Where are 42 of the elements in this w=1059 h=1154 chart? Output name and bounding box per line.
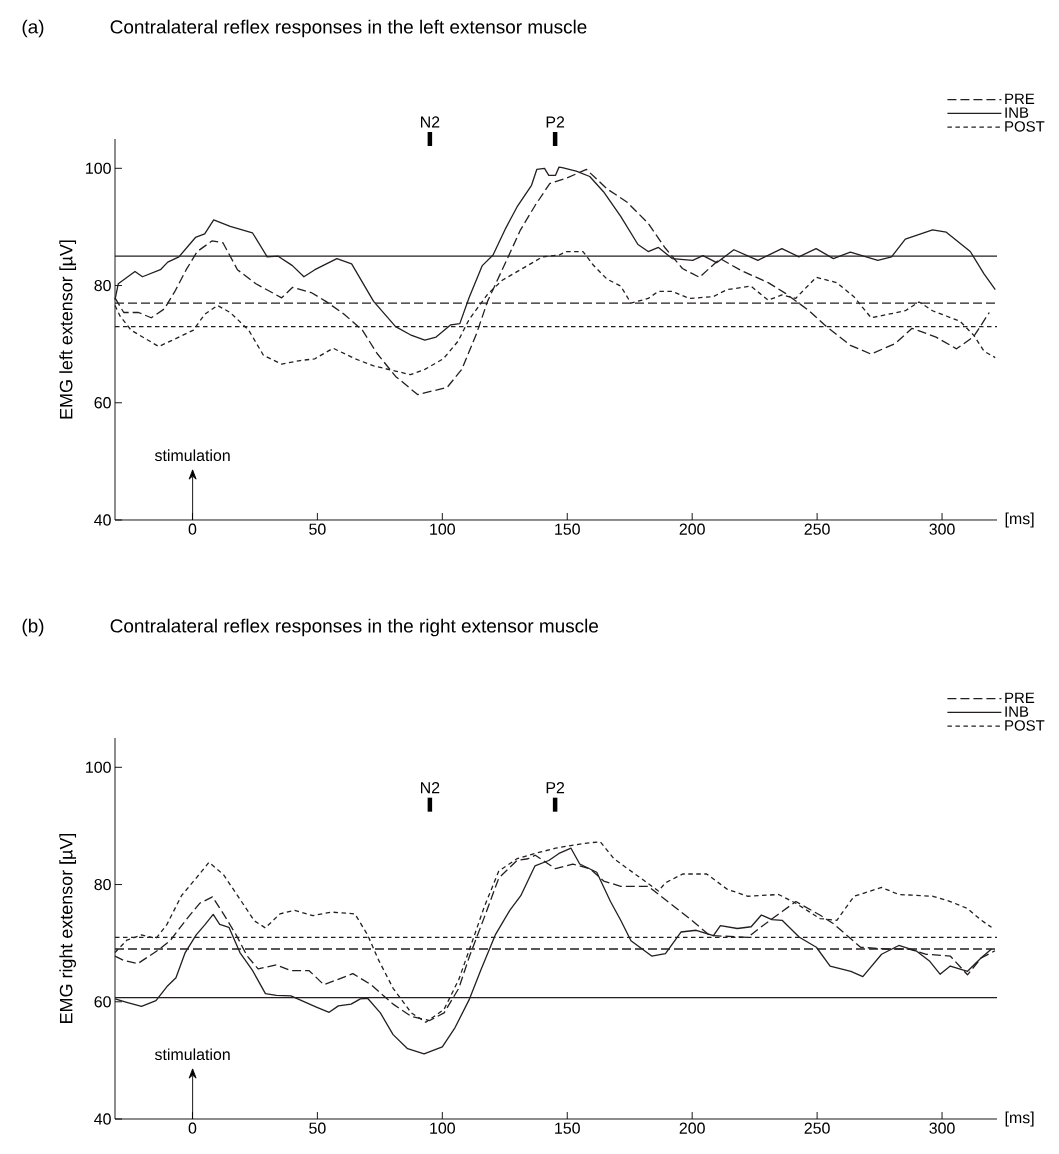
y-tick-label: 40: [94, 514, 111, 526]
annotation: stimulation: [154, 1048, 230, 1061]
x-axis-title: [ms]: [1005, 512, 1034, 528]
x-tick-label: 100: [430, 1122, 455, 1134]
legend-label: INB: [1005, 706, 1029, 717]
y-tick-label: 40: [94, 1113, 111, 1125]
y-tick-label: 60: [94, 996, 111, 1008]
x-axis-title: [ms]: [1005, 1111, 1034, 1127]
x-tick-label: 0: [188, 523, 197, 535]
x-tick-label: 150: [555, 523, 580, 535]
y-axis-title: EMG right extensor [µV]: [59, 833, 77, 1023]
y-axis-title: EMG left extensor [µV]: [59, 240, 77, 419]
legend-label: PRE: [1005, 93, 1035, 104]
y-tick-label: 60: [94, 397, 111, 409]
legend-label: PRE: [1005, 692, 1035, 703]
legend-label: POST: [1005, 720, 1045, 731]
y-tick-label: 100: [86, 162, 111, 174]
x-tick-label: 300: [929, 523, 955, 535]
annotation: P2: [546, 782, 565, 794]
text: (b): [22, 618, 44, 637]
x-tick-label: 50: [309, 1122, 326, 1134]
x-tick-label: 250: [804, 1122, 830, 1134]
text: N2: [421, 116, 440, 128]
x-tick-label: 50: [309, 523, 326, 535]
legend-label: INB: [1005, 107, 1029, 118]
chart-title: Contralateral reflex responses in the left extensor muscle: [110, 19, 587, 38]
x-tick-label: 300: [929, 1122, 955, 1134]
x-tick-label: 200: [679, 523, 705, 535]
chart-title: Contralateral reflex responses in the right extensor muscle: [110, 618, 599, 637]
y-tick-label: 100: [86, 761, 111, 773]
x-tick-label: 100: [430, 523, 455, 535]
y-tick-label: 80: [94, 279, 111, 292]
annotation: N2: [421, 782, 440, 794]
annotation: stimulation: [154, 449, 230, 462]
x-tick-label: 200: [679, 1122, 705, 1134]
x-tick-label: 150: [555, 1122, 580, 1134]
x-tick-label: 250: [804, 523, 830, 535]
x-tick-label: 0: [188, 1122, 197, 1134]
legend-label: POST: [1005, 121, 1045, 132]
text: (a): [22, 19, 44, 38]
text: P2: [546, 116, 565, 128]
y-tick-label: 80: [94, 878, 111, 891]
